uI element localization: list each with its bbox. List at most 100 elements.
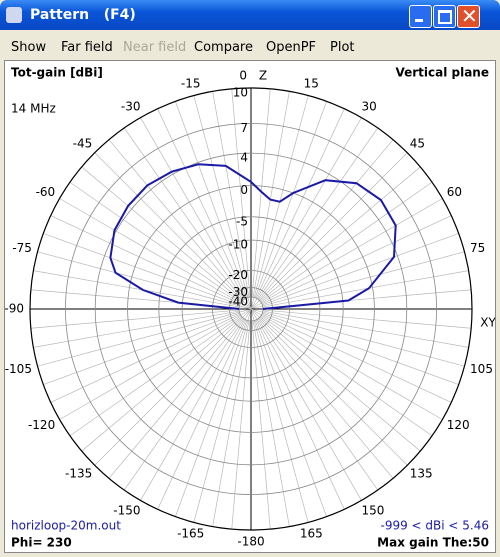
spoke xyxy=(261,313,452,403)
spoke xyxy=(212,320,250,527)
spoke xyxy=(262,309,472,329)
spoke xyxy=(250,308,443,420)
plot-area: Tot-gain [dBi] Vertical plane 14 MHz hor… xyxy=(4,60,496,553)
spoke xyxy=(193,95,252,310)
spoke xyxy=(33,270,240,308)
angle-label: -15 xyxy=(181,76,201,90)
angle-label: 165 xyxy=(300,527,323,541)
frequency: 14 MHz xyxy=(11,102,56,116)
spoke xyxy=(259,166,421,302)
angle-label: -105 xyxy=(5,362,32,376)
angle-label: 150 xyxy=(362,503,385,517)
spoke xyxy=(261,215,452,305)
menu-item[interactable]: Compare xyxy=(194,40,253,55)
spoke xyxy=(231,320,251,530)
angle-label: 45 xyxy=(410,137,425,151)
spoke xyxy=(140,117,252,310)
spoke xyxy=(69,181,242,303)
spoke xyxy=(250,152,408,310)
polar-plot: Tot-gain [dBi] Vertical plane 14 MHz hor… xyxy=(4,66,496,550)
grid-ring xyxy=(158,216,344,402)
spoke xyxy=(231,88,251,298)
angle-label: -150 xyxy=(113,503,140,517)
spoke xyxy=(37,308,252,367)
spoke xyxy=(255,319,345,510)
minimize-button[interactable] xyxy=(409,5,432,28)
app-icon xyxy=(6,7,22,23)
angle-label: 60 xyxy=(447,185,462,199)
max-gain: Max gain The:50 xyxy=(377,536,489,550)
angle-label: -165 xyxy=(177,527,204,541)
spoke xyxy=(59,198,252,310)
menu-item[interactable]: Plot xyxy=(330,40,355,55)
spoke xyxy=(254,320,327,517)
spoke xyxy=(250,251,465,310)
ring-label: -40 xyxy=(228,295,248,309)
spoke xyxy=(108,317,244,479)
xy-label: XY xyxy=(480,316,495,330)
grid-ring xyxy=(94,152,408,466)
spoke xyxy=(262,233,459,306)
angle-label: 135 xyxy=(410,466,433,480)
spoke xyxy=(30,309,240,329)
angle-label: -60 xyxy=(36,185,56,199)
menu-item[interactable]: OpenPF xyxy=(266,40,317,55)
ring-label: 0 xyxy=(240,183,248,197)
spoke xyxy=(81,316,243,452)
spoke xyxy=(50,215,241,305)
angle-label: 15 xyxy=(304,76,319,90)
spoke xyxy=(259,316,421,452)
ring-label: -20 xyxy=(228,268,248,282)
phi: Phi= 230 xyxy=(11,536,72,550)
spoke xyxy=(262,310,469,348)
angle-label: 75 xyxy=(470,241,485,255)
spoke xyxy=(252,320,290,527)
spoke xyxy=(175,101,248,298)
angle-label: -45 xyxy=(73,137,93,151)
spoke xyxy=(59,308,252,420)
spoke xyxy=(257,127,379,300)
spoke xyxy=(255,108,345,299)
spoke xyxy=(260,315,433,437)
ring-label: -5 xyxy=(236,214,248,228)
menu-item[interactable]: Far field xyxy=(61,40,113,55)
menu-item[interactable]: Show xyxy=(11,40,47,55)
angle-label: -135 xyxy=(65,466,92,480)
spoke xyxy=(69,315,242,437)
spoke xyxy=(250,308,362,501)
spoke xyxy=(94,308,252,466)
grid-ring xyxy=(29,87,473,531)
z-label: Z xyxy=(259,69,267,83)
grid-ring xyxy=(238,296,264,322)
angle-label: 105 xyxy=(470,362,493,376)
spoke xyxy=(252,91,290,298)
spoke xyxy=(123,127,245,300)
spoke xyxy=(108,139,244,301)
close-button[interactable]: ✕ xyxy=(457,4,480,28)
spoke xyxy=(43,312,240,385)
ring-label: -10 xyxy=(228,238,248,252)
spoke xyxy=(33,310,240,348)
spoke xyxy=(123,318,245,491)
spoke xyxy=(50,313,241,403)
spoke xyxy=(250,308,408,466)
spoke xyxy=(260,181,433,303)
plane-label: Vertical plane xyxy=(395,66,489,80)
spoke xyxy=(43,233,240,306)
spoke xyxy=(175,320,248,517)
angle-label: -120 xyxy=(28,418,55,432)
angle-label: 0 xyxy=(239,69,247,83)
maximize-button[interactable] xyxy=(433,5,456,28)
spoke xyxy=(258,139,394,301)
grid-ring xyxy=(181,239,321,379)
spoke xyxy=(212,91,250,298)
spoke xyxy=(262,312,459,385)
spoke xyxy=(81,166,243,302)
angle-label: -90 xyxy=(5,302,24,316)
angle-label: -30 xyxy=(121,100,141,114)
angle-label: -180 xyxy=(237,535,264,549)
spoke xyxy=(257,318,379,491)
spoke xyxy=(157,319,247,510)
spoke xyxy=(140,308,252,501)
angle-label: 30 xyxy=(362,100,377,114)
